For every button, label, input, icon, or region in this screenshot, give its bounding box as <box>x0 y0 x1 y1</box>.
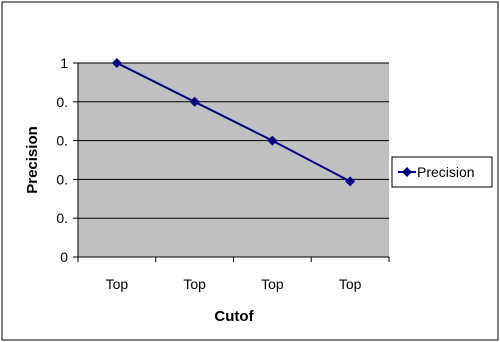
data-point-marker <box>189 96 200 107</box>
plot-area <box>78 63 389 257</box>
y-tick-label: 1 <box>60 55 68 71</box>
y-tick-label: 0 <box>60 249 68 265</box>
y-tick-label: 0. <box>56 171 68 187</box>
series-line-precision <box>116 62 351 183</box>
x-axis-tick-labels: Top Top Top Top <box>106 276 362 292</box>
data-point-marker <box>111 58 122 68</box>
gridlines <box>78 62 389 219</box>
legend: Precision <box>391 156 493 188</box>
legend-label-precision: Precision <box>417 164 475 180</box>
y-tick-label: 0. <box>56 210 68 226</box>
y-axis-tick-labels: 0 0. 0. 0. 0. 1 <box>56 55 78 265</box>
data-point-marker <box>345 176 356 187</box>
data-point-marker <box>267 135 278 146</box>
x-tick-label: Top <box>183 276 206 292</box>
x-tick-label: Top <box>339 276 362 292</box>
y-tick-label: 0. <box>56 133 68 149</box>
series-precision <box>111 58 356 187</box>
x-tick-label: Top <box>106 276 129 292</box>
x-axis-title: Cutof <box>214 308 254 325</box>
x-tick-label: Top <box>261 276 284 292</box>
legend-marker-icon <box>402 167 412 177</box>
x-axis-tick-marks <box>77 257 390 262</box>
y-tick-label: 0. <box>56 94 68 110</box>
y-axis-title: Precision <box>24 126 41 194</box>
